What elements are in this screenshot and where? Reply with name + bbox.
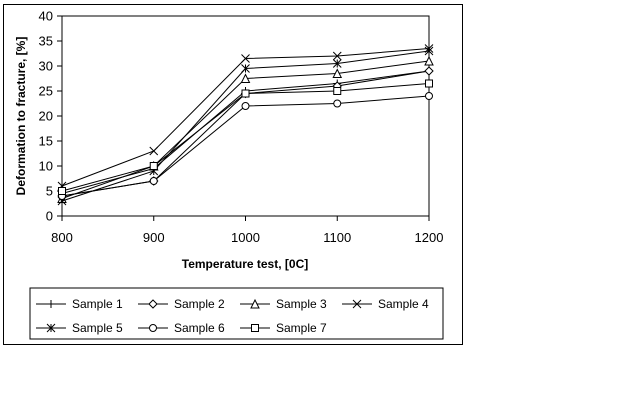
series-line [61, 83, 430, 192]
legend-label: Sample 3 [276, 297, 327, 311]
legend-marker [149, 324, 157, 332]
data-point [333, 87, 342, 95]
legend-label: Sample 4 [378, 297, 429, 311]
x-tick-label: 900 [143, 230, 165, 245]
x-tick-label: 800 [51, 230, 73, 245]
legend-label: Sample 7 [276, 321, 327, 335]
series-line [61, 95, 430, 197]
data-point [241, 102, 250, 110]
y-tick-label: 0 [46, 209, 53, 224]
data-point [240, 73, 251, 83]
y-tick-label: 10 [39, 159, 53, 174]
legend-marker [251, 324, 259, 332]
data-point [424, 46, 434, 56]
legend-marker [148, 299, 158, 309]
data-point [425, 79, 433, 88]
data-point [425, 92, 433, 100]
y-tick-label: 20 [39, 109, 53, 124]
data-point [149, 162, 158, 170]
data-point [241, 54, 250, 63]
legend-marker [352, 299, 362, 309]
y-tick-label: 25 [39, 84, 53, 99]
x-tick-label: 1000 [231, 230, 260, 245]
legend-marker [47, 300, 55, 308]
legend-label: Sample 2 [174, 297, 225, 311]
legend-marker [46, 323, 56, 333]
y-tick-label: 30 [39, 59, 53, 74]
legend-marker [250, 298, 260, 309]
plot-border [61, 15, 430, 217]
y-tick-label: 15 [39, 134, 53, 149]
y-tick-label: 35 [39, 34, 53, 49]
data-point [333, 99, 342, 108]
data-point [424, 55, 434, 66]
x-axis-title: Temperature test, [0C] [182, 257, 308, 271]
data-point [149, 177, 158, 185]
legend: Sample 1 Sample 2 Sample 3 Sample 4 Sample 5… [36, 297, 429, 335]
data-point [332, 68, 343, 78]
data-point [332, 59, 342, 68]
y-tick-label: 5 [46, 184, 53, 199]
data-point [332, 51, 342, 61]
legend-box [29, 287, 444, 340]
x-tick-label: 1200 [415, 230, 444, 245]
x-tick-label: 1100 [323, 230, 351, 245]
legend-label: Sample 6 [174, 321, 225, 335]
data-point [241, 89, 250, 98]
data-point [58, 187, 66, 195]
y-axis-title: Deformation to fracture, [%] [14, 37, 28, 196]
data-point [149, 146, 159, 156]
data-point [424, 66, 434, 76]
legend-label: Sample 5 [72, 321, 123, 335]
y-tick-label: 40 [39, 9, 53, 24]
legend-label: Sample 1 [72, 297, 123, 311]
data-point [241, 64, 250, 73]
